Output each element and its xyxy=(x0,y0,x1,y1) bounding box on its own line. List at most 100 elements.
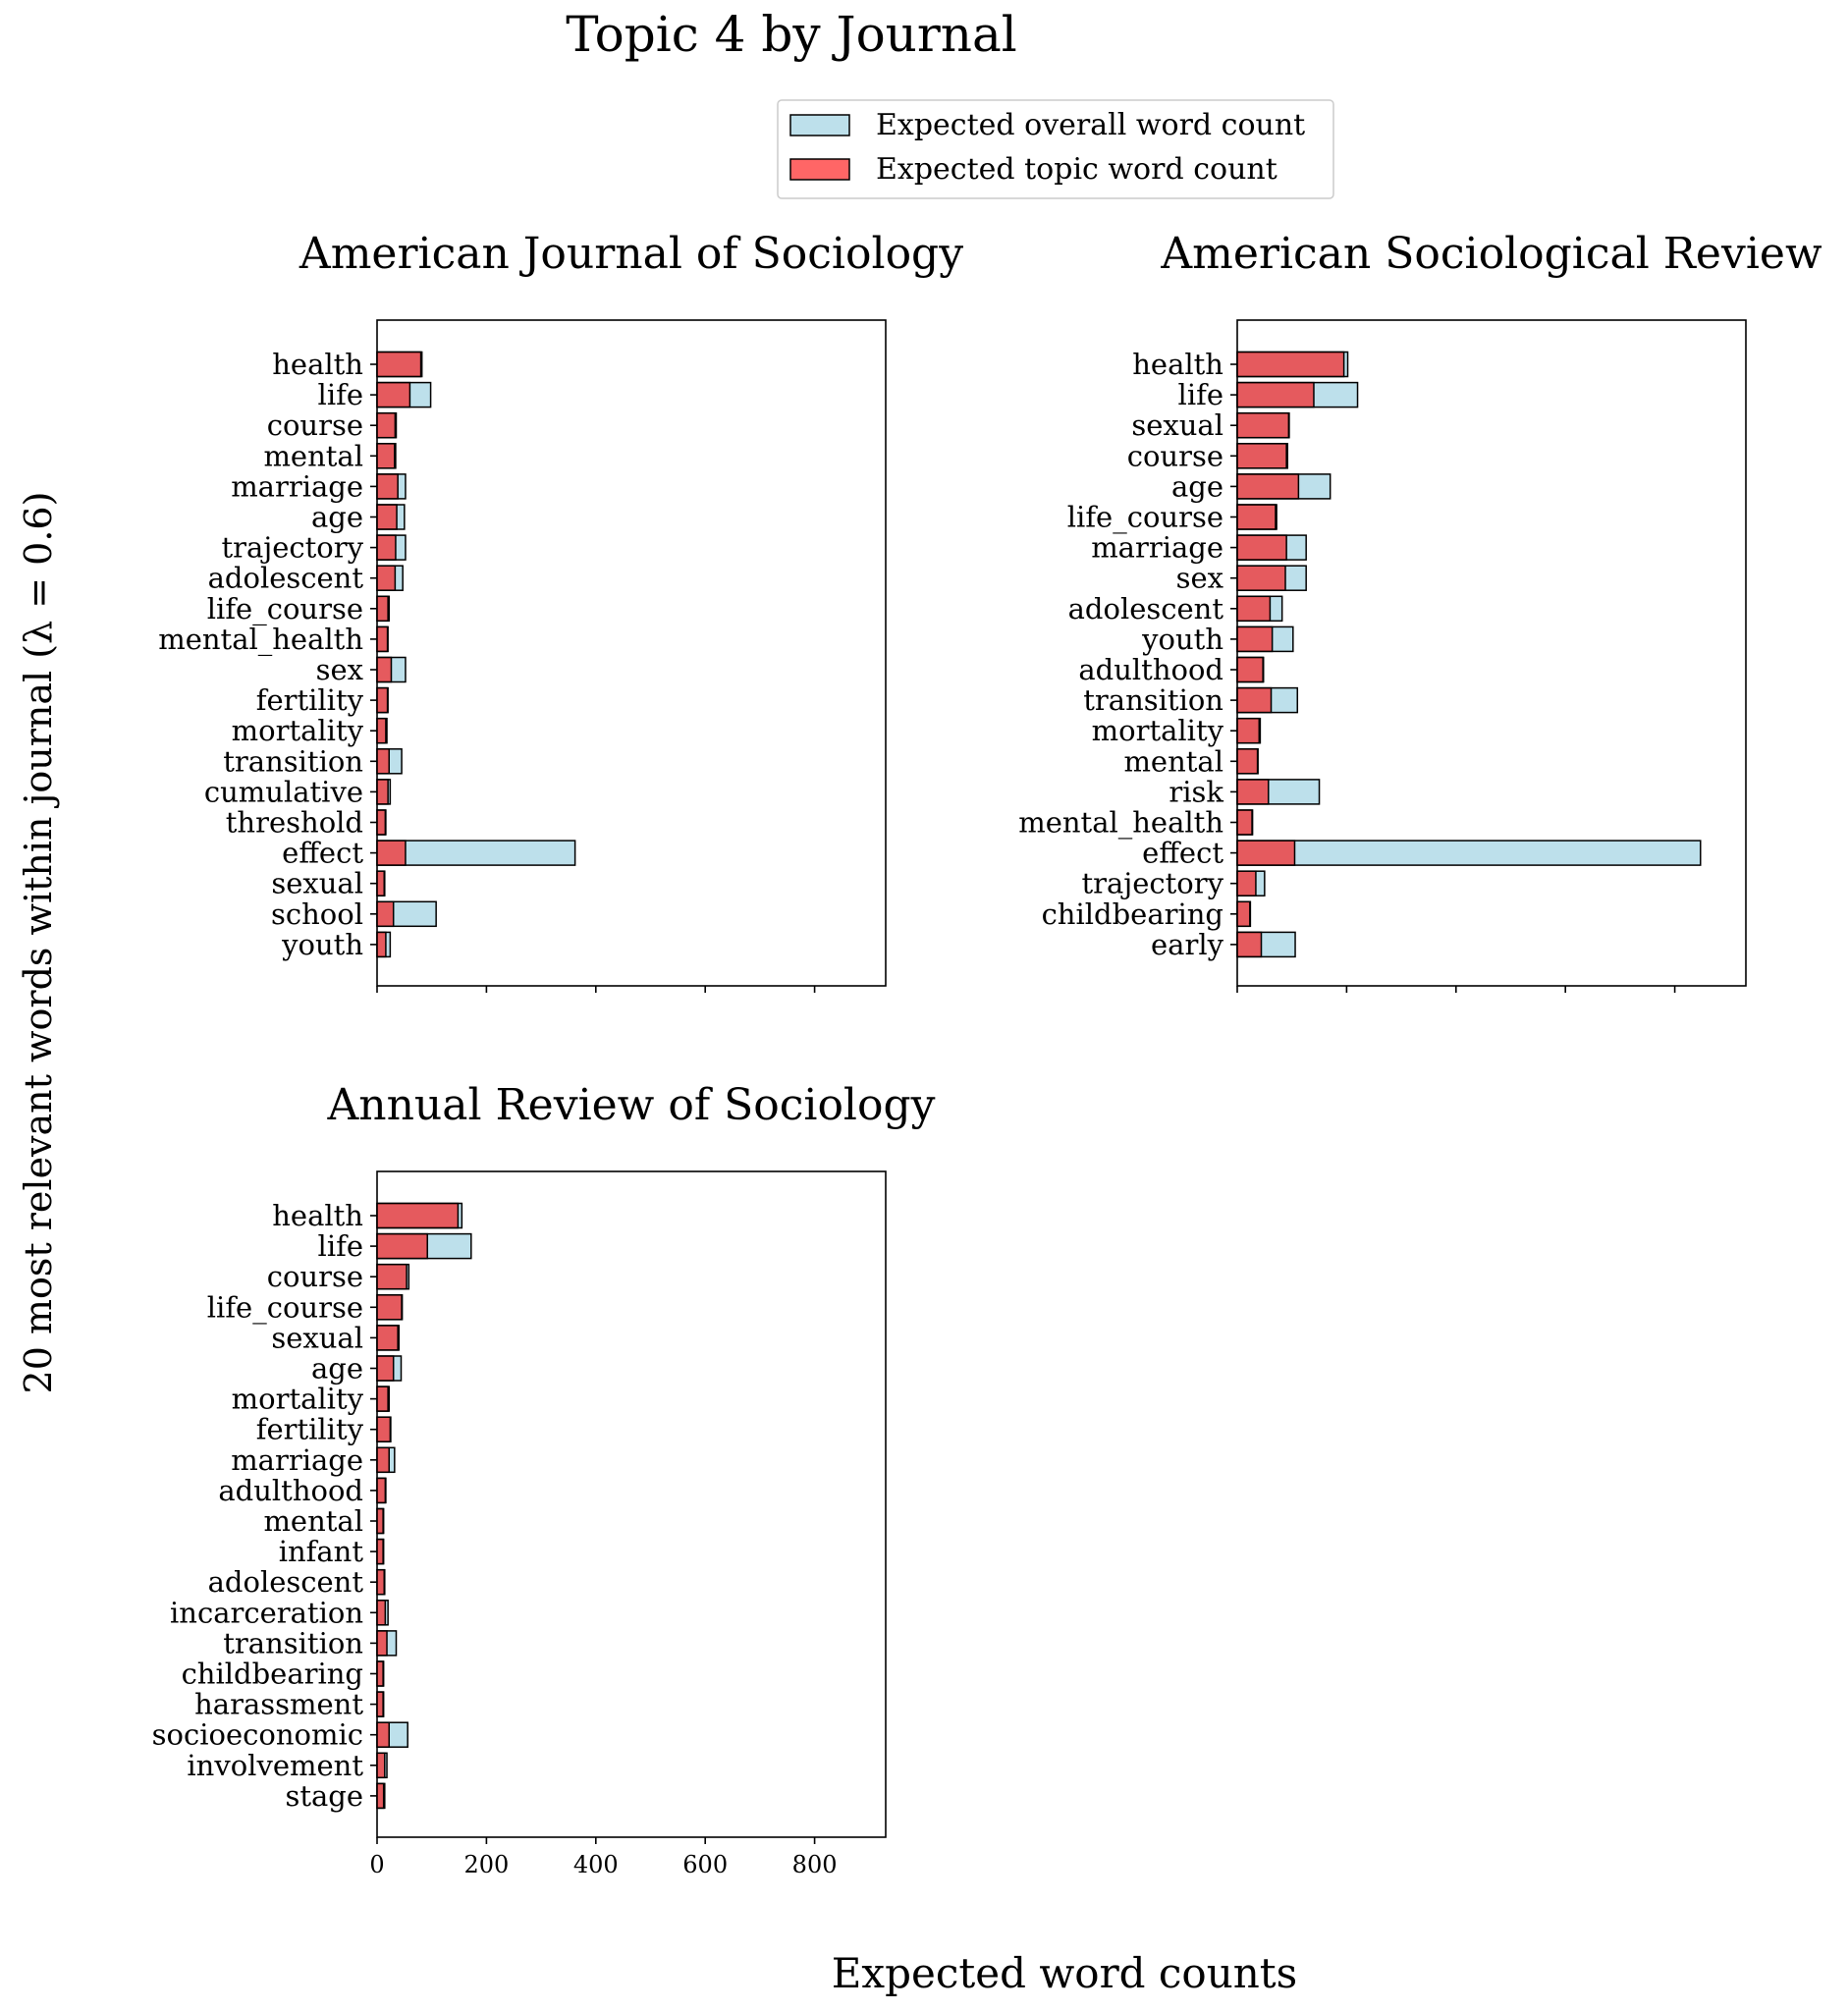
ytick-label: transition xyxy=(223,744,363,778)
ytick-label: effect xyxy=(282,837,363,870)
ytick-label: effect xyxy=(1142,837,1223,870)
ytick-label: school xyxy=(271,897,363,931)
panel-2: Annual Review of Sociology healthlifecour… xyxy=(152,1080,936,1878)
ytick-label: life_course xyxy=(1067,501,1223,535)
bar-topic-fertility xyxy=(376,1416,392,1442)
xtick-label: 800 xyxy=(792,1851,838,1878)
ytick-label: age xyxy=(311,501,363,534)
bar-topic-adulthood xyxy=(376,1477,387,1504)
ytick-label: marriage xyxy=(1091,531,1223,565)
figure-ylabel: 20 most relevant words within journal (λ… xyxy=(17,492,60,1394)
bar-topic-sexual xyxy=(1236,411,1290,439)
ytick-label: mortality xyxy=(1092,714,1224,747)
ytick-label: mental xyxy=(263,1504,363,1538)
panel-title: American Sociological Review xyxy=(1160,229,1822,279)
ytick-label: incarceration xyxy=(170,1596,363,1629)
ytick-label: childbearing xyxy=(1042,897,1223,931)
ytick-label: trajectory xyxy=(221,531,363,565)
ytick-label: youth xyxy=(281,928,363,961)
bar-topic-life_course xyxy=(376,595,389,623)
ytick-label: adolescent xyxy=(1068,592,1224,625)
ytick-label: youth xyxy=(1141,623,1223,656)
ytick-label: transition xyxy=(1083,683,1223,717)
ytick-label: transition xyxy=(223,1626,363,1659)
bar-topic-adolescent xyxy=(376,1568,385,1596)
panel-0: American Journal of Sociologyhealthlifec… xyxy=(158,229,963,993)
bar-topic-adulthood xyxy=(1236,656,1264,683)
ytick-label: adolescent xyxy=(208,1565,364,1599)
bar-topic-mortality xyxy=(376,717,387,744)
bar-topic-fertility xyxy=(376,686,389,714)
bar-topic-youth xyxy=(376,931,387,958)
xtick-label: 400 xyxy=(573,1851,619,1878)
bar-topic-threshold xyxy=(376,809,387,836)
bar-topic-life xyxy=(376,1232,428,1260)
bar-topic-infant xyxy=(376,1538,384,1565)
bar-topic-transition xyxy=(1236,686,1273,714)
bar-topic-adolescent xyxy=(376,565,397,591)
bar-topic-marriage xyxy=(1236,534,1287,561)
ytick-label: mortality xyxy=(232,1383,364,1416)
ytick-label: risk xyxy=(1169,775,1223,808)
bar-topic-cumulative xyxy=(376,779,389,805)
ytick-label: life xyxy=(1178,378,1223,411)
bar-topic-harassment xyxy=(376,1691,384,1717)
bar-topic-trajectory xyxy=(376,534,397,561)
ytick-label: involvement xyxy=(187,1749,363,1782)
figure-xlabel: Expected word counts xyxy=(832,1949,1297,1997)
ytick-label: health xyxy=(272,348,363,381)
bar-topic-sexual xyxy=(376,870,385,897)
bar-topic-life_course xyxy=(376,1294,403,1321)
bar-topic-incarceration xyxy=(376,1600,387,1626)
xtick-label: 600 xyxy=(682,1851,728,1878)
ytick-label: sexual xyxy=(271,867,363,900)
bar-topic-life xyxy=(1236,381,1315,408)
bar-topic-risk xyxy=(1236,779,1270,805)
ytick-label: mental xyxy=(263,439,363,472)
ytick-label: sexual xyxy=(1131,408,1223,442)
bar-topic-adolescent xyxy=(1236,595,1272,623)
ytick-label: threshold xyxy=(226,806,363,840)
bar-topic-sexual xyxy=(376,1325,399,1351)
panel-title: American Journal of Sociology xyxy=(299,229,963,279)
bar-topic-mortality xyxy=(1236,717,1261,744)
ytick-label: early xyxy=(1151,928,1224,961)
ytick-label: life_course xyxy=(207,592,363,626)
ytick-label: life xyxy=(318,378,363,411)
ytick-label: cumulative xyxy=(204,775,363,808)
panel-title: Annual Review of Sociology xyxy=(326,1080,935,1130)
bar-topic-mental_health xyxy=(376,625,389,653)
legend: Expected overall word count Expected top… xyxy=(777,99,1334,199)
bar-overall-effect xyxy=(1236,840,1702,866)
bar-overall-effect xyxy=(376,840,576,866)
bar-topic-sex xyxy=(1236,565,1286,591)
bar-topic-course xyxy=(376,1263,408,1290)
ytick-label: health xyxy=(272,1199,363,1232)
bar-topic-marriage xyxy=(376,1446,391,1474)
bar-topic-sex xyxy=(376,656,393,683)
bar-topic-effect xyxy=(1236,840,1296,866)
bar-topic-transition xyxy=(376,748,391,775)
xtick-label: 200 xyxy=(463,1851,509,1878)
ytick-label: age xyxy=(311,1352,363,1386)
ytick-label: course xyxy=(267,408,363,442)
legend-swatch-topic xyxy=(789,158,850,181)
ytick-label: life_course xyxy=(207,1290,363,1325)
ytick-label: age xyxy=(1171,469,1223,503)
ytick-label: socioeconomic xyxy=(152,1718,363,1752)
ytick-label: course xyxy=(1127,439,1223,472)
xtick-label: 0 xyxy=(369,1851,384,1878)
legend-frame xyxy=(777,99,1334,199)
bar-topic-effect xyxy=(376,840,407,866)
bar-topic-health xyxy=(376,1202,460,1229)
bar-topic-childbearing xyxy=(376,1660,384,1687)
ytick-label: sex xyxy=(316,653,363,686)
ytick-label: life xyxy=(318,1229,363,1263)
legend-label-overall: Expected overall word count xyxy=(876,108,1305,142)
bar-topic-stage xyxy=(376,1782,385,1810)
ytick-label: adulthood xyxy=(218,1474,363,1507)
plot-frame xyxy=(376,1170,887,1838)
legend-swatch-overall xyxy=(789,114,850,136)
ytick-label: health xyxy=(1132,348,1223,381)
legend-label-topic: Expected topic word count xyxy=(876,152,1277,187)
